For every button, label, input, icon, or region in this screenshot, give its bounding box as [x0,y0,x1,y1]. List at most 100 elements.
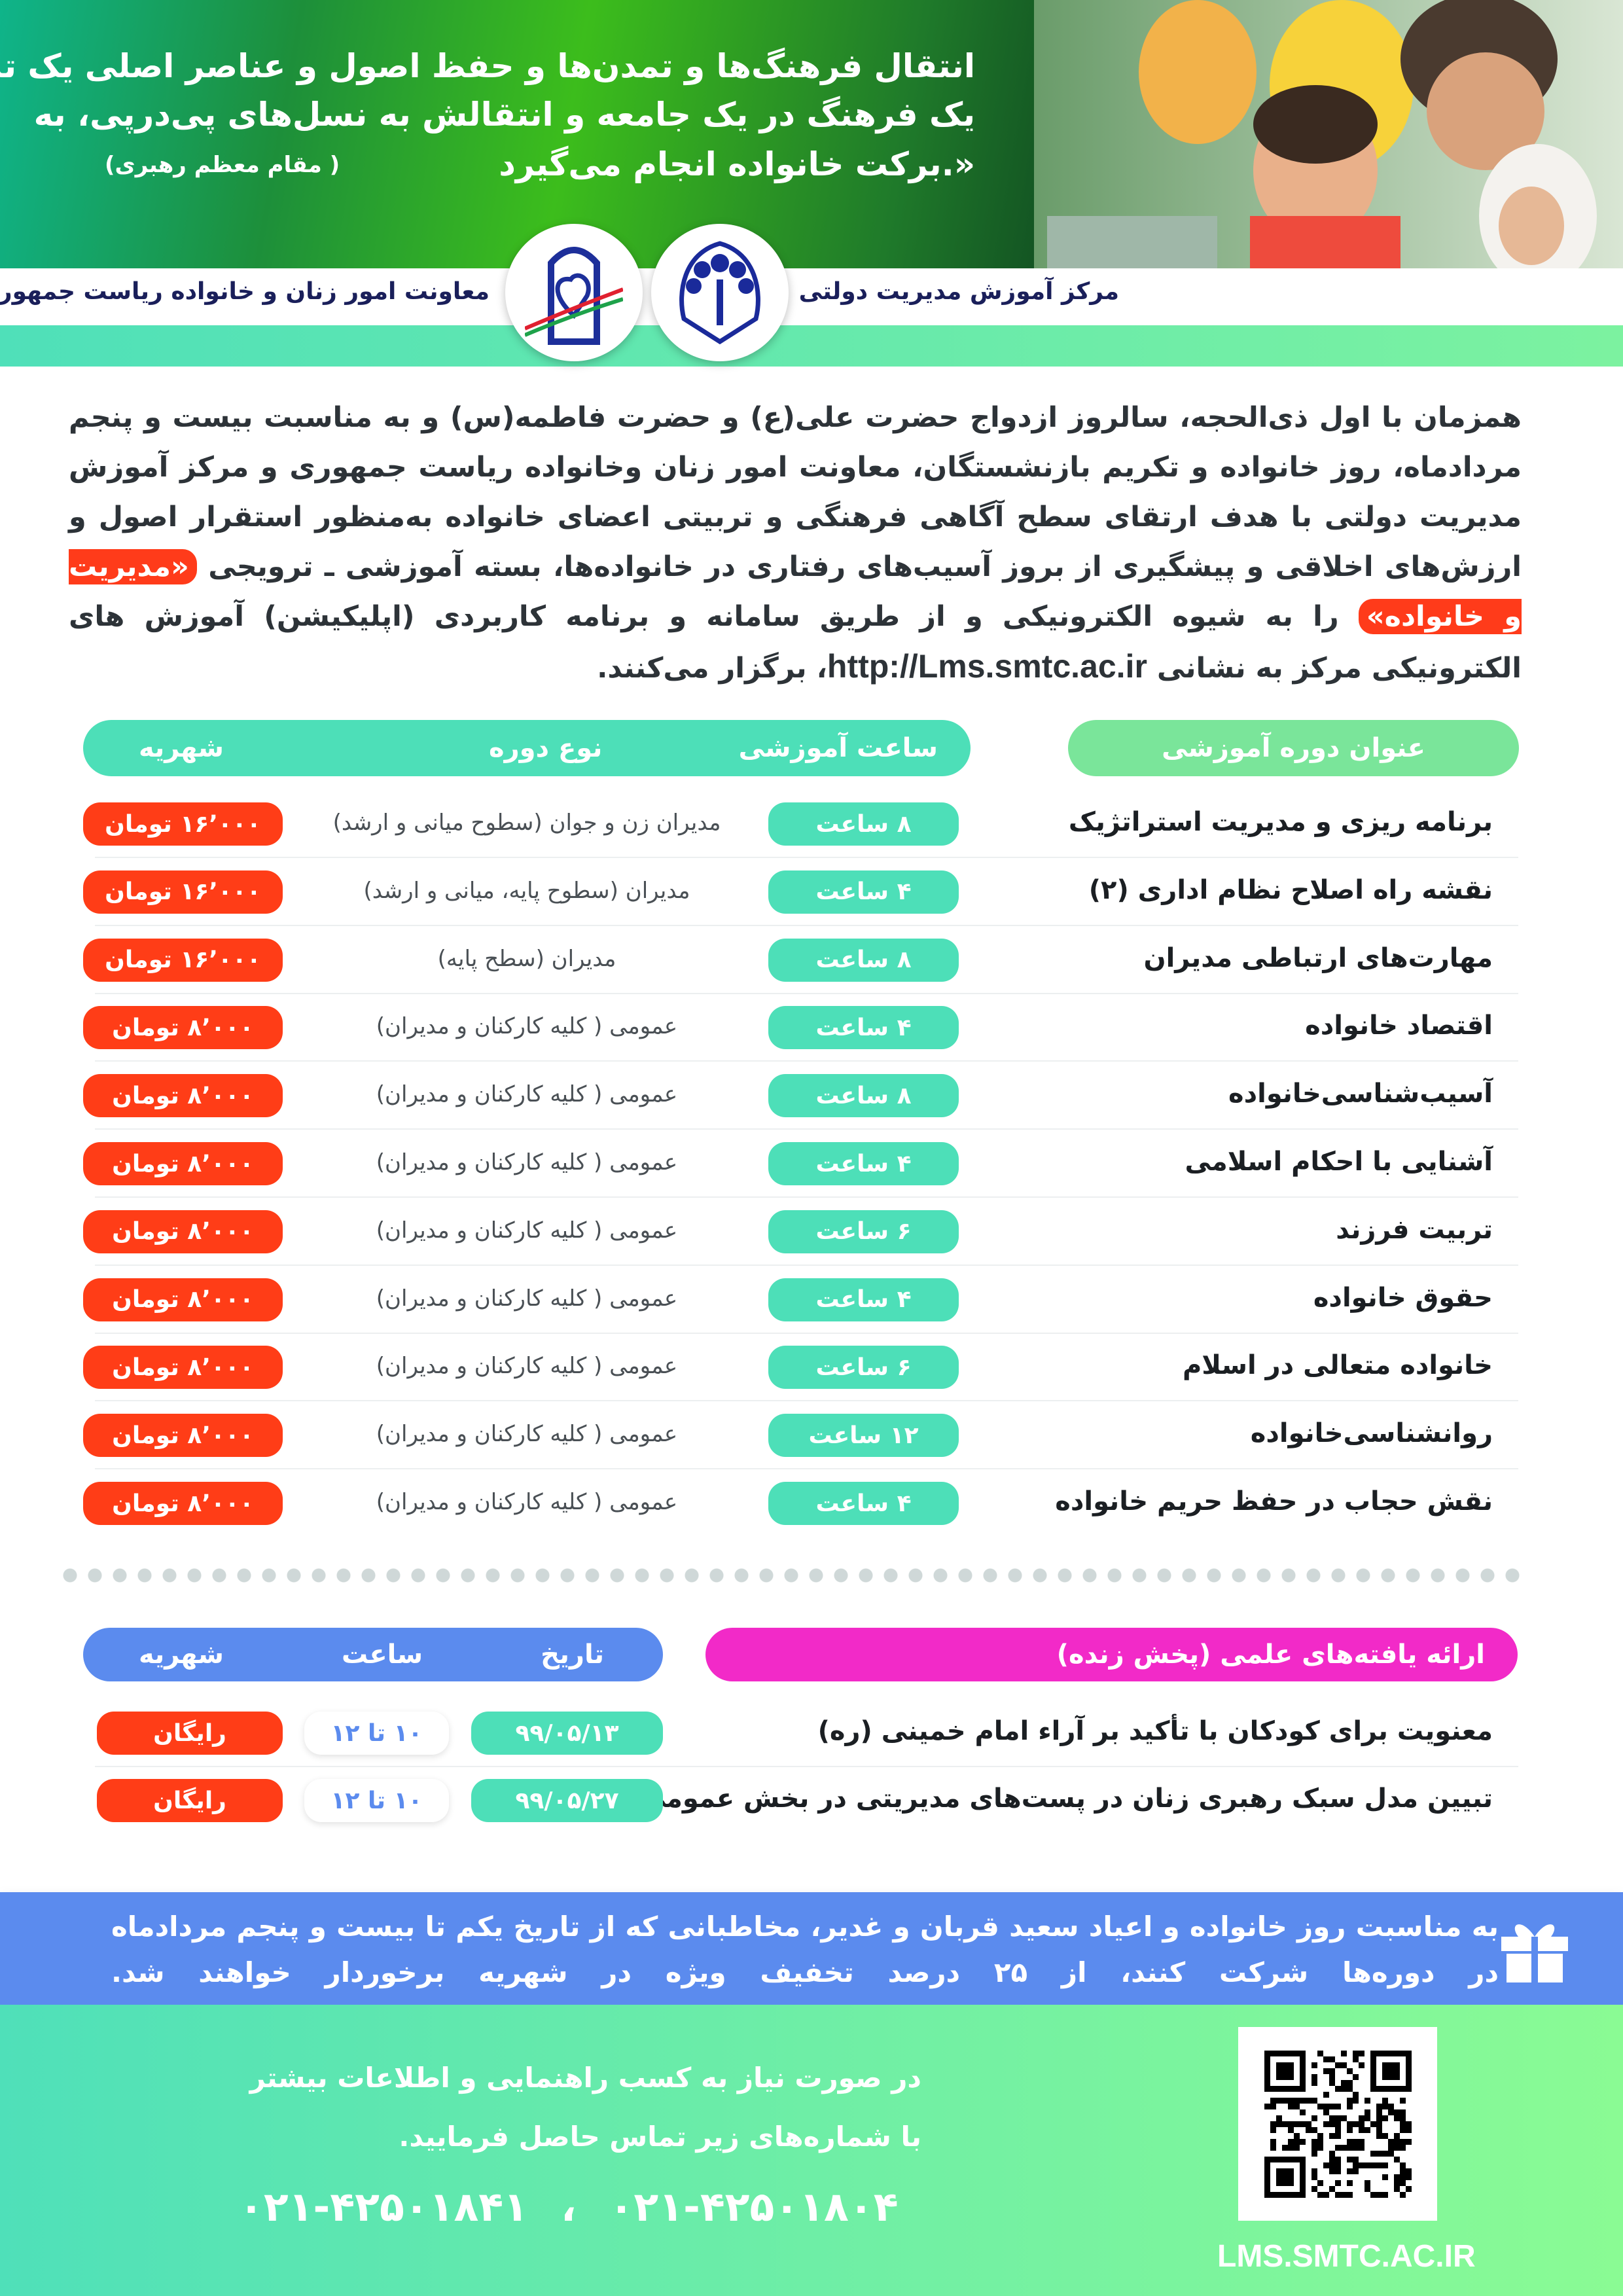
hours-badge: ۴ ساعت [768,1142,959,1185]
course-info-header: ساعت آموزشی نوع دوره شهریه [83,720,971,776]
qr-code[interactable] [1238,2027,1437,2221]
gift-icon [1501,1924,1568,1982]
course-title: حقوق خانواده [1313,1282,1493,1313]
row-divider [95,1196,1518,1198]
course-title: روانشناسی‌خانواده [1250,1418,1493,1449]
green-band [0,325,1623,367]
hours-badge: ۶ ساعت [768,1210,959,1253]
fee-badge: رایگان [97,1712,283,1755]
lms-url-link[interactable]: http://Lms.smtc.ac.ir [827,648,1147,685]
live-session-title: معنویت برای کودکان با تأکید بر آراء امام… [817,1716,1493,1746]
fee-badge: ۸٬۰۰۰ تومان [83,1346,283,1390]
row-divider [95,992,1518,994]
quote-line: «انتقال فرهنگ‌ها و تمدن‌ها و حفظ اصول و … [0,47,975,85]
fee-badge: ۱۶٬۰۰۰ تومان [83,802,283,846]
course-title-header: عنوان دوره آموزشی [1068,720,1519,776]
fee-badge: ۸٬۰۰۰ تومان [83,1006,283,1050]
hours-badge: ۴ ساعت [768,1482,959,1525]
hours-badge: ۸ ساعت [768,802,959,846]
row-divider [95,1766,1518,1767]
hours-badge: ۴ ساعت [768,1006,959,1050]
quote-line: برکت خانواده انجام می‌گیرد.» [499,145,975,183]
discount-banner: به مناسبت روز خانواده و اعیاد سعید قربان… [0,1892,1623,2005]
course-title: اقتصاد خانواده [1305,1011,1493,1041]
header-type: نوع دوره [489,733,603,763]
course-type: عمومی ( کلیه کارکنان و مدیران) [376,1285,678,1312]
fee-badge: ۸٬۰۰۰ تومان [83,1278,283,1321]
women-affairs-logo [505,224,643,361]
phone-numbers: ۰۲۱-۴۲۵۰۱۸۴۱ ، ۰۲۱-۴۲۵۰۱۸۰۴ [239,2183,899,2231]
row-divider [95,1060,1518,1062]
quote-attribution: (مقام معظم رهبری ) [105,152,340,178]
hero-banner: «انتقال فرهنگ‌ها و تمدن‌ها و حفظ اصول و … [0,0,1623,367]
course-type: عمومی ( کلیه کارکنان و مدیران) [376,1013,678,1040]
header-fee: شهریه [139,1640,224,1670]
row-divider [95,1468,1518,1470]
date-badge: ۹۹/۰۵/۱۳ [471,1712,663,1755]
hours-badge: ۸ ساعت [768,938,959,982]
row-divider [95,924,1518,926]
fee-badge: رایگان [97,1779,283,1822]
course-type: مدیران (سطح پایه) [437,945,616,972]
row-divider [95,1128,1518,1130]
fee-badge: ۸٬۰۰۰ تومان [83,1414,283,1458]
course-title: نقش حجاب در حفظ حریم خانواده [1055,1486,1493,1516]
logo-strip [0,268,1623,325]
course-type: عمومی ( کلیه کارکنان و مدیران) [376,1081,678,1108]
fee-badge: ۸٬۰۰۰ تومان [83,1074,283,1118]
phone-number[interactable]: ۰۲۱-۴۲۵۰۱۸۴۱ [239,2183,528,2231]
hours-badge: ۱۲ ساعت [768,1414,959,1458]
row-divider [95,857,1518,858]
live-title-header: ارائه یافته‌های علمی (پخش زنده) [705,1628,1518,1681]
smtc-emblem-icon [679,241,760,345]
course-title: برنامه ریزی و مدیریت استراتژیک [1068,807,1493,837]
course-title: آسیب‌شناسی‌خانواده [1228,1079,1493,1109]
live-session-title: تبیین مدل سبک رهبری زنان در پست‌های مدیر… [639,1784,1493,1814]
course-type: عمومی ( کلیه کارکنان و مدیران) [376,1489,678,1515]
course-type: مدیران (سطوح پایه، میانی و ارشد) [363,877,690,904]
intro-text: ، برگزار می‌کنند. [597,652,827,685]
course-title: تربیت فرزند [1336,1214,1493,1245]
fee-badge: ۸٬۰۰۰ تومان [83,1210,283,1253]
row-divider [95,1264,1518,1266]
course-title: مهارت‌های ارتباطی مدیران [1143,942,1493,973]
header-hours: ساعت آموزشی [738,733,938,763]
course-type: عمومی ( کلیه کارکنان و مدیران) [376,1217,678,1244]
phone-number[interactable]: ۰۲۱-۴۲۵۰۱۸۰۴ [609,2183,899,2231]
header-fee: شهریه [139,733,224,763]
time-badge: ۱۰ تا ۱۲ [304,1712,449,1755]
phone-separator: ، [561,2183,577,2231]
hours-badge: ۸ ساعت [768,1074,959,1118]
family-photo [1034,0,1623,275]
women-affairs-emblem-icon [525,247,623,345]
course-title: خانواده متعالی در اسلام [1182,1350,1493,1381]
hours-badge: ۶ ساعت [768,1346,959,1390]
org-women-label: معاونت امور زنان و خانواده ریاست جمهوری [0,278,490,305]
smtc-logo [651,224,789,361]
course-title: آشنایی با احکام اسلامی [1185,1147,1493,1177]
org-smtc-label: مرکز آموزش مدیریت دولتی [798,278,1119,305]
header-label: ارائه یافته‌های علمی (پخش زنده) [1056,1640,1485,1670]
live-info-header: تاریخ ساعت شهریه [83,1628,663,1681]
fee-badge: ۱۶٬۰۰۰ تومان [83,870,283,914]
course-type: عمومی ( کلیه کارکنان و مدیران) [376,1353,678,1380]
course-type: مدیران زن و جوان (سطوح میانی و ارشد) [332,810,721,836]
qr-code-icon [1264,2050,1412,2198]
header-date: تاریخ [541,1640,604,1670]
quote-line: یک فرهنگ در یک جامعه و انتقالش به نسل‌ها… [33,96,975,134]
time-badge: ۱۰ تا ۱۲ [304,1779,449,1822]
hours-badge: ۴ ساعت [768,870,959,914]
header-label: عنوان دوره آموزشی [1162,733,1425,763]
intro-paragraph: همزمان با اول ذی‌الحجه، سالروز ازدواج حض… [69,393,1522,693]
header-time: ساعت [342,1640,423,1670]
row-divider [95,1332,1518,1334]
contact-line: در صورت نیاز به کسب راهنمایی و اطلاعات ب… [249,2062,921,2094]
course-type: عمومی ( کلیه کارکنان و مدیران) [376,1421,678,1448]
intro-text: را به شیوه الکترونیکی و از طریق سامانه و… [69,600,1522,685]
fee-badge: ۸٬۰۰۰ تومان [83,1482,283,1525]
fee-badge: ۸٬۰۰۰ تومان [83,1142,283,1185]
row-divider [95,1400,1518,1402]
intro-text: همزمان با اول ذی‌الحجه، سالروز ازدواج حض… [69,401,1522,583]
dotted-divider [62,1568,1522,1583]
lms-site-link[interactable]: LMS.SMTC.AC.IR [1217,2239,1476,2274]
